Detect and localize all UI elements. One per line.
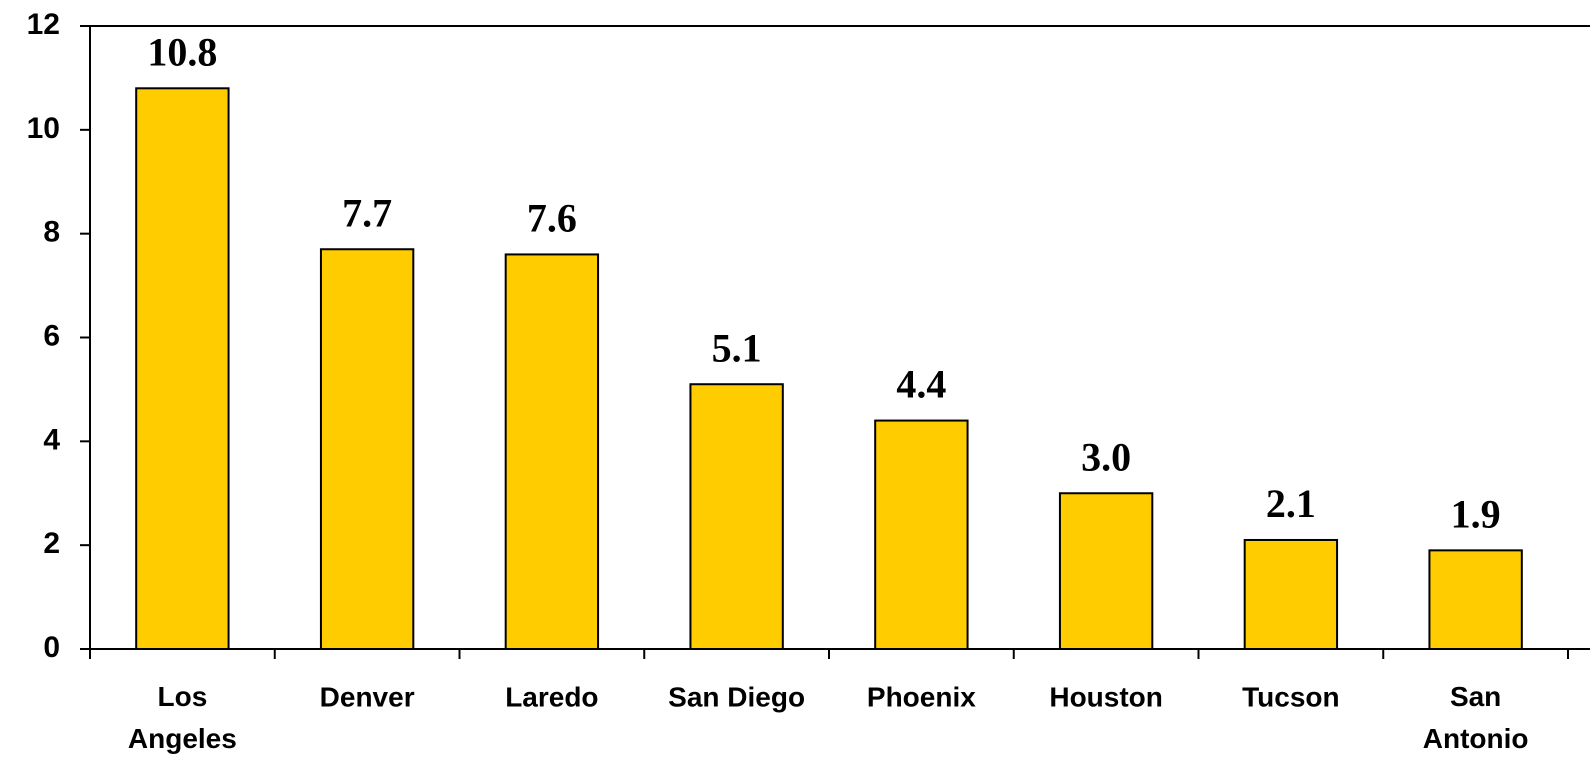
y-tick-label: 0 xyxy=(43,631,60,664)
y-tick-label: 4 xyxy=(43,423,60,456)
value-label: 7.7 xyxy=(342,190,392,235)
bar xyxy=(689,383,784,650)
bar xyxy=(1058,492,1154,650)
x-tick-label: Phoenix xyxy=(867,681,976,712)
bar xyxy=(874,419,969,651)
x-tick-label: San Antonio xyxy=(1423,681,1529,754)
x-tick-label: Los Angeles xyxy=(128,681,237,754)
bar xyxy=(1243,538,1339,650)
value-label: 5.1 xyxy=(712,325,762,370)
x-tick-label: Houston xyxy=(1049,681,1163,712)
bar xyxy=(135,87,230,651)
value-label: 2.1 xyxy=(1266,481,1316,526)
y-tick-label: 10 xyxy=(27,112,60,145)
value-label: 10.8 xyxy=(147,29,217,74)
value-label: 3.0 xyxy=(1081,434,1131,479)
y-tick-label: 6 xyxy=(43,319,60,352)
bar xyxy=(319,248,415,650)
y-tick-label: 8 xyxy=(43,216,60,249)
x-tick-label: San Diego xyxy=(668,681,805,712)
x-tick-label: Tucson xyxy=(1242,681,1339,712)
x-tick-label: Laredo xyxy=(505,681,598,712)
bar xyxy=(504,253,600,651)
value-label: 7.6 xyxy=(527,196,577,241)
value-label: 4.4 xyxy=(896,362,946,407)
value-label: 1.9 xyxy=(1451,492,1501,537)
y-tick-label: 12 xyxy=(27,8,60,41)
x-tick-label: Denver xyxy=(320,681,415,712)
y-tick-label: 2 xyxy=(43,527,60,560)
bar xyxy=(1428,549,1523,651)
